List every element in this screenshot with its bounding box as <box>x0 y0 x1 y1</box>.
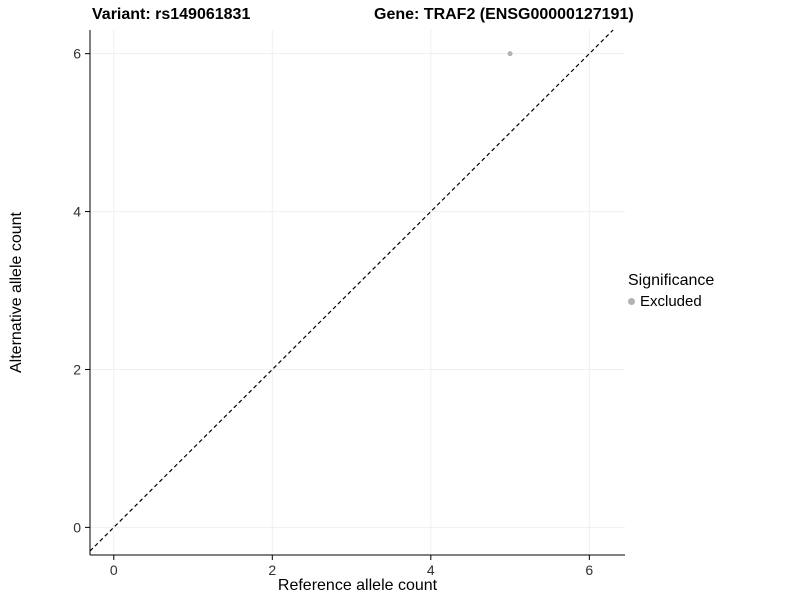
x-tick-label: 2 <box>268 562 276 578</box>
x-tick-label: 6 <box>585 562 593 578</box>
y-tick-label: 2 <box>73 361 81 377</box>
legend-title: Significance <box>628 272 715 289</box>
legend-item-excluded: Excluded <box>628 293 714 310</box>
x-tick-label: 0 <box>110 562 118 578</box>
legend: Significance Excluded <box>628 272 714 310</box>
plot-title-variant: Variant: rs149061831 <box>92 6 251 23</box>
identity-line <box>89 29 614 552</box>
y-tick-label: 6 <box>73 46 81 62</box>
x-axis-label: Reference allele count <box>277 577 438 594</box>
legend-marker-icon <box>628 298 635 305</box>
scatter-point <box>507 51 513 57</box>
y-tick-label: 4 <box>73 204 81 220</box>
legend-item-label: Excluded <box>640 293 702 310</box>
y-axis-label: Alternative allele count <box>8 212 25 373</box>
x-tick-label: 4 <box>427 562 435 578</box>
y-tick-label: 0 <box>73 519 81 535</box>
plot-title-gene: Gene: TRAF2 (ENSG00000127191) <box>374 6 634 23</box>
